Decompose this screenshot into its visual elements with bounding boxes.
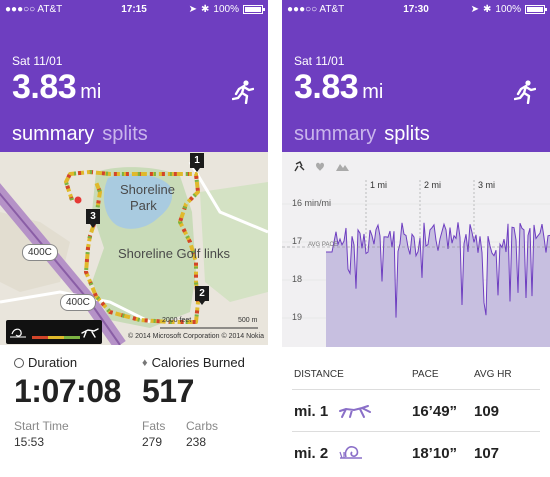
location-icon: ➤	[470, 4, 480, 15]
status-bar: ●●●○○ AT&T 17:15 ➤ ✱ 100%	[0, 0, 268, 20]
pace-label-17: 17	[292, 236, 303, 246]
snail-icon	[339, 446, 362, 459]
pace-chart[interactable]: 1 mi 2 mi 3 mi 16 min/mi 17 18 19 AVG PA…	[282, 152, 550, 347]
carbs-label: Carbs	[186, 419, 219, 433]
status-bar: ●●●○○ AT&T 17:30 ➤ ✱ 100%	[282, 0, 550, 20]
tab-summary[interactable]: summary	[12, 123, 95, 145]
map-label-golf-links: Shoreline Golf links	[118, 246, 230, 261]
split-hr: 107	[474, 445, 500, 462]
battery-status: ➤ ✱ 100%	[470, 4, 547, 15]
map-copyright: © 2014 Microsoft Corporation © 2014 Noki…	[128, 333, 264, 340]
calories-label: ♦ Calories Burned	[142, 355, 245, 370]
map-label-shoreline: Shoreline	[120, 182, 175, 197]
header-pace: PACE	[412, 369, 439, 380]
distance-value: 3.83	[294, 68, 359, 106]
splits-screen: ●●●○○ AT&T 17:30 ➤ ✱ 100% Sat 11/01 3.83…	[282, 0, 550, 477]
mile-label-2: 2 mi	[424, 180, 442, 190]
battery-status: ➤ ✱ 100%	[188, 4, 265, 15]
cheetah-icon	[339, 405, 371, 418]
duration-value: 1:07:08	[14, 373, 121, 409]
activity-date: Sat 11/01	[294, 54, 345, 68]
pace-label-18: 18	[292, 274, 303, 284]
run-icon	[514, 80, 536, 104]
fats-label: Fats	[142, 419, 166, 433]
pace-legend	[6, 320, 102, 344]
carrier-label: ●●●○○ AT&T	[287, 4, 345, 15]
pace-line	[326, 222, 550, 318]
activity-distance: 3.83 mi	[294, 68, 383, 107]
clock: 17:15	[121, 4, 147, 15]
route-map[interactable]: Shoreline Park Shoreline Golf links 400C…	[0, 152, 268, 345]
distance-unit: mi	[80, 81, 102, 103]
pace-chart-canvas	[282, 161, 550, 347]
pace-legend-graphic	[10, 328, 99, 339]
avg-pace-annotation: AVG PACE	[308, 242, 338, 248]
run-icon	[232, 80, 254, 104]
scale-meters: 500 m	[238, 317, 258, 324]
snail-icon	[11, 328, 22, 337]
split-pace: 18’10”	[412, 445, 458, 462]
split-hr: 109	[474, 403, 500, 420]
pace-label-19: 19	[292, 312, 303, 322]
view-tabs: summary splits	[294, 123, 430, 146]
carrier-label: ●●●○○ AT&T	[5, 4, 63, 15]
battery-percent: 100%	[495, 4, 521, 15]
tab-splits[interactable]: splits	[102, 123, 148, 145]
location-icon: ➤	[188, 4, 198, 15]
split-mile: mi. 2	[294, 445, 329, 462]
battery-percent: 100%	[213, 4, 239, 15]
road-label-400c-top: 400C	[22, 244, 58, 261]
duration-label: Duration	[14, 355, 77, 370]
bluetooth-icon: ✱	[483, 4, 492, 15]
mile-marker-3[interactable]: 3	[86, 209, 100, 228]
road-label-400c-bottom: 400C	[60, 294, 96, 311]
carbs-value: 238	[186, 435, 207, 449]
start-time-value: 15:53	[14, 435, 45, 449]
summary-screen: ●●●○○ AT&T 17:15 ➤ ✱ 100% Sat 11/01 3.83…	[0, 0, 268, 477]
header-avg-hr: AVG HR	[474, 369, 512, 380]
bluetooth-icon: ✱	[201, 4, 210, 15]
activity-header: ●●●○○ AT&T 17:30 ➤ ✱ 100% Sat 11/01 3.83…	[282, 0, 550, 152]
elevation-filter-icon[interactable]	[336, 164, 349, 171]
clock: 17:30	[403, 4, 429, 15]
row-divider	[292, 431, 540, 432]
map-label-park: Park	[130, 198, 157, 213]
view-tabs: summary splits	[12, 123, 148, 146]
splits-table: DISTANCE PACE AVG HR mi. 1 16’49” 109 mi…	[282, 347, 550, 477]
header-distance: DISTANCE	[294, 369, 344, 380]
tab-summary[interactable]: summary	[294, 123, 377, 145]
header-divider	[292, 389, 540, 390]
distance-value: 3.83	[12, 68, 77, 106]
pace-label-16: 16 min/mi	[292, 198, 332, 208]
mile-label-3: 3 mi	[478, 180, 496, 190]
split-mile: mi. 1	[294, 403, 329, 420]
split-pace: 16’49”	[412, 403, 458, 420]
battery-icon	[243, 5, 265, 14]
activity-date: Sat 11/01	[12, 54, 63, 68]
start-time-label: Start Time	[14, 419, 69, 433]
flame-icon: ♦	[142, 356, 148, 369]
activity-header: ●●●○○ AT&T 17:15 ➤ ✱ 100% Sat 11/01 3.83…	[0, 0, 268, 152]
heart-filter-icon[interactable]	[316, 162, 324, 171]
scale-feet: 2000 feet	[162, 317, 192, 324]
fats-value: 279	[142, 435, 163, 449]
mile-label-1: 1 mi	[370, 180, 388, 190]
distance-unit: mi	[362, 81, 384, 103]
cheetah-icon	[81, 328, 99, 338]
pace-area	[326, 222, 550, 347]
tab-splits[interactable]: splits	[384, 123, 430, 145]
activity-distance: 3.83 mi	[12, 68, 101, 107]
calories-value: 517	[142, 373, 194, 409]
run-filter-icon[interactable]	[294, 161, 305, 172]
mile-marker-2[interactable]: 2	[195, 286, 209, 305]
battery-icon	[525, 5, 547, 14]
mile-marker-1[interactable]: 1	[190, 153, 204, 172]
clock-icon	[14, 357, 24, 368]
summary-stats: Duration ♦ Calories Burned 1:07:08 517 S…	[0, 345, 268, 477]
